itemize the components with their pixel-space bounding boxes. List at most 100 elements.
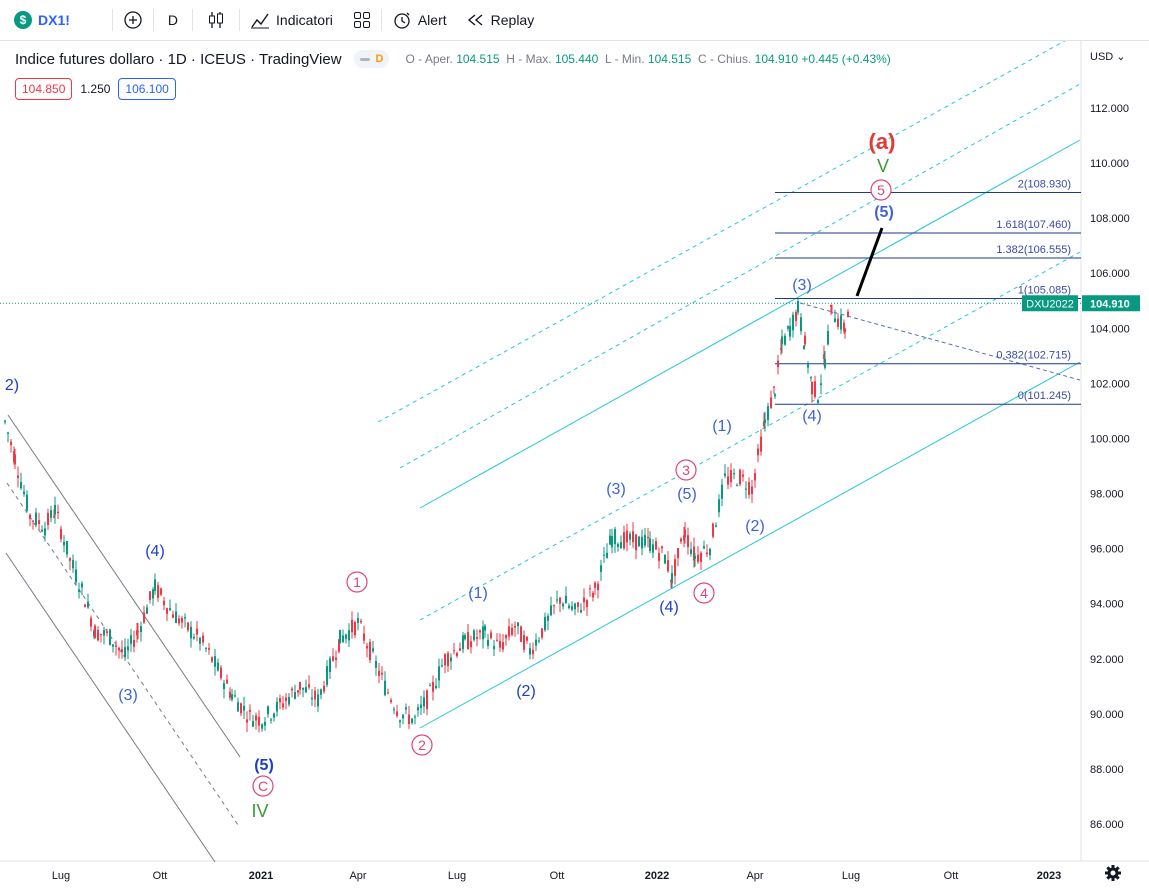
time-tick: 2021: [249, 870, 273, 882]
candle-body: [169, 608, 171, 611]
indicators-button[interactable]: Indicatori: [240, 0, 343, 41]
replay-button[interactable]: Replay: [457, 0, 545, 41]
candle-body: [372, 648, 374, 652]
candle-body: [106, 631, 108, 633]
candle-body: [231, 694, 233, 700]
sell-button[interactable]: 104.850: [15, 78, 73, 100]
wave-label-red: (a): [869, 129, 896, 154]
candle-body: [103, 629, 105, 636]
candle-body: [824, 358, 826, 368]
candle-body: [282, 703, 284, 708]
wave-label-pink: C: [258, 778, 268, 794]
chart-style-button[interactable]: [193, 0, 239, 41]
chart-area[interactable]: USD ⌄ 112.000 110.000 108.000 106.000 104.000…: [0, 41, 1149, 891]
time-tick: 2022: [645, 870, 669, 882]
candle-body: [556, 599, 558, 601]
candle-body: [314, 690, 316, 700]
time-tick: Apr: [746, 870, 763, 882]
candle-body: [146, 607, 148, 614]
price-chart[interactable]: USD ⌄ 112.000 110.000 108.000 106.000 104.000…: [0, 41, 1149, 891]
symbol-search[interactable]: $ DX1!: [0, 0, 80, 41]
candle-body: [363, 633, 365, 641]
candle-body: [152, 589, 154, 599]
candle-body: [800, 317, 802, 332]
candle-body: [462, 635, 464, 650]
candle-body: [130, 635, 132, 644]
candle-body: [811, 381, 813, 395]
quick-trade: 104.850 1.250 106.100: [15, 78, 176, 100]
high-label: H - Max.: [506, 52, 552, 66]
price-tick: 86.000: [1090, 819, 1124, 831]
candle-body: [784, 335, 786, 345]
down-channel-lower: [5, 552, 216, 863]
candle-body: [84, 604, 86, 608]
dollar-icon: $: [14, 11, 32, 29]
candle-body: [166, 608, 168, 614]
candle-body: [172, 614, 174, 618]
candle-body: [157, 585, 159, 598]
candle-body: [594, 582, 596, 588]
candle-body: [217, 662, 219, 671]
candle-body: [550, 605, 552, 616]
candle-body: [196, 628, 198, 635]
candle-body: [4, 420, 6, 423]
candle-body: [429, 685, 431, 687]
candle-body: [100, 633, 102, 636]
candle-body: [302, 687, 304, 690]
candle-body: [532, 649, 534, 655]
legend-pill[interactable]: D: [353, 50, 390, 68]
candle-body: [220, 667, 222, 678]
candle-body: [387, 692, 389, 694]
candle-body: [583, 597, 585, 603]
candle-body: [175, 611, 177, 624]
buy-button[interactable]: 106.100: [118, 78, 176, 100]
candle-body: [44, 528, 46, 536]
candle-body: [667, 560, 669, 572]
candle-body: [137, 631, 139, 633]
candle-body: [751, 486, 753, 495]
candle-body: [384, 680, 386, 696]
candle-body: [20, 481, 22, 489]
wave-label-blue: (3): [792, 277, 812, 294]
candle-body: [342, 635, 344, 643]
time-tick: Ott: [944, 870, 959, 882]
candle-body: [482, 626, 484, 640]
candle-body: [273, 713, 275, 718]
templates-button[interactable]: [343, 0, 381, 41]
candle-body: [75, 569, 77, 583]
candle-body: [366, 645, 368, 649]
replay-label: Replay: [490, 12, 535, 28]
candle-body: [484, 625, 486, 631]
candle-body: [690, 549, 692, 555]
time-tick: Ott: [153, 870, 168, 882]
wave-label-pink: 3: [682, 462, 690, 478]
wave-label-blue: (1): [468, 585, 488, 602]
channel-mid-upper: [399, 83, 1081, 469]
candle-body: [700, 552, 702, 562]
candle-body: [774, 394, 776, 397]
candle-body: [520, 626, 522, 642]
candle-body: [255, 715, 257, 721]
candle-body: [297, 690, 299, 693]
candle-body: [739, 469, 741, 485]
wave-circle-pink: [411, 734, 433, 756]
interval-button[interactable]: D: [154, 0, 192, 41]
compare-button[interactable]: [113, 0, 153, 41]
candle-body: [706, 552, 708, 555]
candle-body: [190, 626, 192, 639]
candle-body: [411, 718, 413, 724]
candle-body: [804, 335, 806, 345]
alert-button[interactable]: Alert: [382, 0, 457, 41]
close-value: 104.910: [754, 52, 799, 66]
candle-body: [211, 657, 213, 662]
candle-body: [294, 692, 296, 699]
candle-body: [847, 311, 849, 318]
candle-body: [777, 360, 779, 368]
candle-body: [514, 625, 516, 628]
separator: [239, 9, 241, 31]
candle-body: [408, 714, 410, 725]
candle-body: [320, 689, 322, 695]
candle-body: [267, 706, 269, 715]
candle-body: [559, 597, 561, 604]
plus-circle-icon: [124, 11, 142, 29]
